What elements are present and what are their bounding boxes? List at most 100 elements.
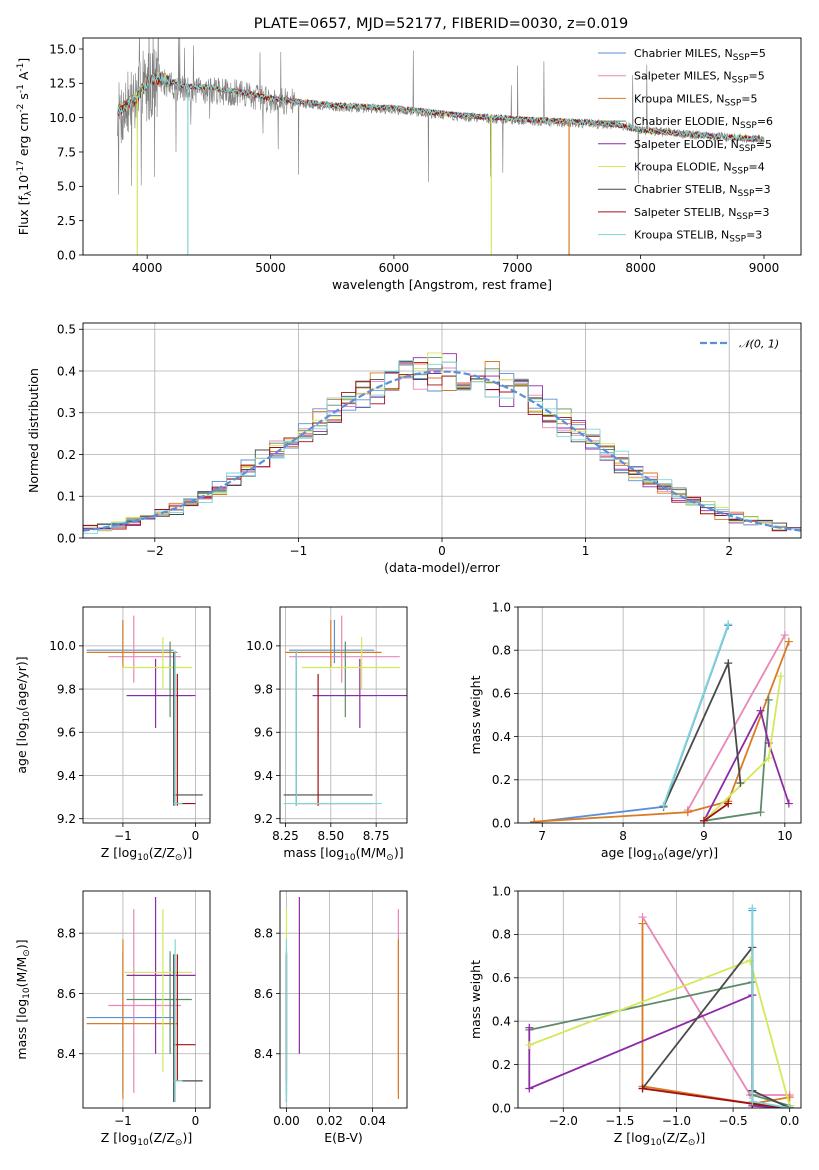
mass-weight-line <box>662 623 730 807</box>
label-part: Z [log <box>101 1130 137 1145</box>
plot-area-age-vs-Z <box>83 607 210 823</box>
label-part: Salpeter STELIB, N <box>634 206 736 219</box>
y-tick-label: 9.4 <box>57 769 76 783</box>
label-part: Z [log <box>614 1130 650 1145</box>
label-part: ] <box>16 58 31 63</box>
mass-weight-line <box>687 634 786 811</box>
label-script: -17 <box>16 160 26 175</box>
axes-spectrum: 4000 5000 6000 7000 8000 9000 0.0 2.5 5.0 7.5 10.0… <box>49 37 802 275</box>
x-tick-label: −1.0 <box>662 1114 691 1128</box>
model-spectrum-line <box>117 71 765 142</box>
legend-entry: Salpeter STELIB, NSSP​=3 <box>634 206 770 222</box>
label-script: 10 <box>652 853 664 863</box>
y-tick-label: 0.0 <box>492 1101 511 1115</box>
legend-entry: Chabrier STELIB, NSSP​=3 <box>634 183 771 199</box>
y-tick-label: 0.0 <box>57 531 76 545</box>
label-script: λ <box>24 190 34 196</box>
x-tick-label: 8000 <box>625 261 656 275</box>
x-tick-label: 0 <box>192 1114 200 1128</box>
label-part: mass [log <box>14 999 29 1060</box>
residual-histogram <box>83 359 801 534</box>
y-tick-label: 10.0 <box>49 639 76 653</box>
y-tick-label: 9.8 <box>57 682 76 696</box>
y-tick-label: 8.4 <box>57 1047 76 1061</box>
y-tick-label: 1.0 <box>492 600 511 614</box>
label-part: Z [log <box>101 845 137 860</box>
label-part: )] <box>182 1130 192 1145</box>
label-part: =3 <box>753 206 769 219</box>
y-tick-label: 12.5 <box>49 77 76 91</box>
mass-weight-marker <box>748 904 757 913</box>
plot-area-mass-weight-vs-age <box>518 607 801 823</box>
y-tick-label: 10.0 <box>49 111 76 125</box>
label-part: A <box>16 71 31 84</box>
spectrum-title: PLATE=0657, MJD=52177, FIBERID=0030, z=0… <box>254 16 628 32</box>
y-tick-label: 8.8 <box>254 926 273 940</box>
y-tick-label: 9.6 <box>254 726 273 740</box>
mass-weight-marker <box>638 1084 647 1093</box>
y-tick-label: 9.4 <box>254 769 273 783</box>
legend-entry: Chabrier ELODIE, NSSP​=6 <box>634 115 773 131</box>
y-tick-label: 7.5 <box>57 145 76 159</box>
mass-weight-marker <box>683 808 692 817</box>
label-script: 10 <box>137 853 149 863</box>
label-script: SSP <box>724 98 741 108</box>
mass-weight-line <box>641 916 790 1096</box>
legend <box>598 52 626 236</box>
label-part: erg cm <box>16 113 31 161</box>
label-part: =5 <box>749 70 765 83</box>
x-tick-label: −2.0 <box>549 1114 578 1128</box>
y-tick-label: 9.2 <box>57 812 76 826</box>
mass-weight-line <box>529 980 790 1107</box>
label-part: (Z/Z <box>662 1130 688 1145</box>
legend-entry: Kroupa STELIB, NSSP​=3 <box>634 229 762 245</box>
label-part: =5 <box>741 92 757 105</box>
x-tick-label: 8 <box>619 829 627 843</box>
y-tick-label: 8.6 <box>254 987 273 1001</box>
axes-frame <box>279 606 408 824</box>
x-axis-label: (data-model)/error <box>384 560 501 575</box>
legend-entry: Kroupa MILES, NSSP​=5 <box>634 92 758 108</box>
label-part: Kroupa ELODIE, N <box>634 161 732 174</box>
label-part: (Z/Z <box>149 1130 175 1145</box>
mass-weight-line <box>641 923 790 1105</box>
label-script: SSP <box>739 144 756 154</box>
legend-entry: Kroupa ELODIE, NSSP​=4 <box>634 161 765 177</box>
label-script: ⊙ <box>175 853 183 863</box>
axes-mass-vs-EBV: 0.00 0.02 0.04 8.4 8.6 8.8 <box>254 890 408 1128</box>
plot-area-residuals <box>83 323 801 538</box>
x-tick-label: 0.04 <box>359 1114 386 1128</box>
y-axis-label: mass weight <box>468 675 483 754</box>
mass-weight-marker <box>784 799 793 808</box>
y-axis-label: mass weight <box>468 960 483 1039</box>
x-tick-label: −0.5 <box>719 1114 748 1128</box>
mass-weight-marker <box>785 1104 794 1108</box>
y-tick-label: 0.1 <box>57 490 76 504</box>
label-script: ⊙ <box>22 949 32 957</box>
mass-weight-marker <box>525 1041 534 1050</box>
axes-frame <box>517 890 802 1109</box>
label-script: ⊙ <box>688 1138 696 1148</box>
x-axis-label: mass [log10​(M/M⊙​)] <box>283 845 403 863</box>
label-part: wavelength [Angstrom, rest frame] <box>332 277 552 292</box>
label-part: s <box>16 93 31 104</box>
mass-weight-line <box>751 910 790 1108</box>
mass-weight-marker <box>756 706 765 715</box>
label-script: SSP <box>738 189 755 199</box>
label-part: )] <box>394 845 404 860</box>
legend-entry: Salpeter MILES, NSSP​=5 <box>634 70 765 86</box>
axes-frame <box>517 606 802 824</box>
mass-weight-line <box>703 708 790 822</box>
mass-weight-marker <box>724 620 733 629</box>
mass-weight-marker <box>699 816 708 823</box>
label-part: mass weight <box>468 960 483 1039</box>
label-part: Kroupa MILES, N <box>634 92 724 105</box>
mass-weight-marker <box>756 808 765 817</box>
axes-mass-vs-Z: −1 0 8.4 8.6 8.8 <box>57 890 211 1128</box>
y-tick-label: 9.6 <box>57 726 76 740</box>
axes-frame <box>82 606 211 824</box>
label-part: =5 <box>756 138 772 151</box>
y-tick-label: 9.2 <box>254 812 273 826</box>
